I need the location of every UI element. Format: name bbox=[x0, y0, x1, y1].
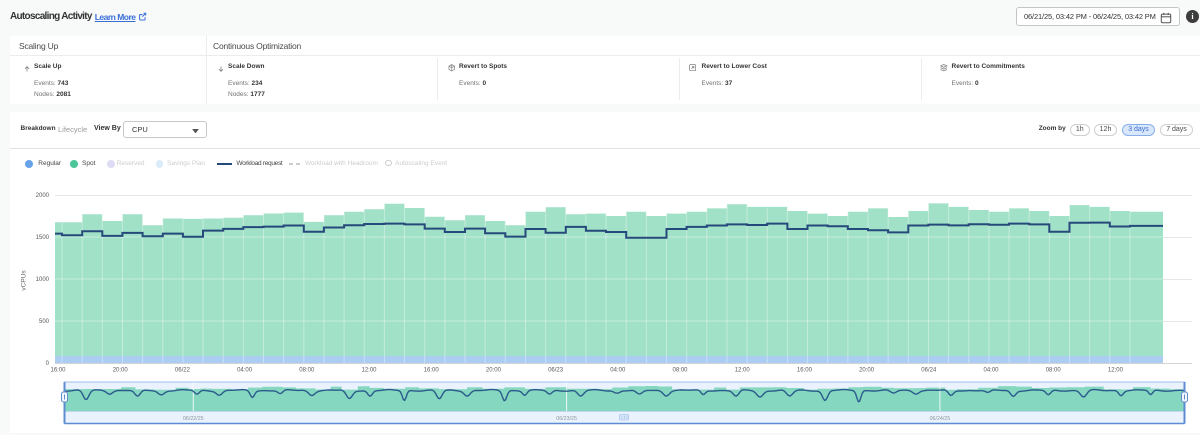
svg-text:06/24/25: 06/24/25 bbox=[930, 416, 951, 422]
svg-text:0: 0 bbox=[46, 361, 50, 367]
svg-text:08:00: 08:00 bbox=[672, 368, 688, 374]
svg-text:12:00: 12:00 bbox=[735, 368, 751, 374]
svg-text:04:00: 04:00 bbox=[983, 368, 999, 374]
svg-text:06/24: 06/24 bbox=[921, 368, 937, 374]
svg-text:vCPUs: vCPUs bbox=[21, 270, 28, 291]
svg-text:12:00: 12:00 bbox=[361, 368, 377, 374]
svg-text:06/23/25: 06/23/25 bbox=[556, 416, 577, 422]
svg-text:20:00: 20:00 bbox=[113, 368, 129, 374]
svg-text:16:00: 16:00 bbox=[50, 368, 66, 374]
svg-text:06/22/25: 06/22/25 bbox=[183, 416, 204, 422]
svg-text:06/22: 06/22 bbox=[175, 368, 191, 374]
svg-text:08:00: 08:00 bbox=[1046, 368, 1062, 374]
svg-text:20:00: 20:00 bbox=[859, 368, 875, 374]
svg-text:16:00: 16:00 bbox=[797, 368, 813, 374]
svg-text:20:00: 20:00 bbox=[486, 368, 502, 374]
svg-text:1500: 1500 bbox=[36, 235, 50, 241]
svg-text:04:00: 04:00 bbox=[237, 368, 253, 374]
svg-text:16:00: 16:00 bbox=[424, 368, 440, 374]
svg-text:08:00: 08:00 bbox=[299, 368, 315, 374]
svg-text:2000: 2000 bbox=[36, 193, 50, 199]
svg-text:500: 500 bbox=[39, 319, 50, 325]
svg-text:06/23: 06/23 bbox=[548, 368, 564, 374]
svg-text:1000: 1000 bbox=[36, 277, 50, 283]
svg-text:04:00: 04:00 bbox=[610, 368, 626, 374]
svg-text:12:00: 12:00 bbox=[1108, 368, 1124, 374]
